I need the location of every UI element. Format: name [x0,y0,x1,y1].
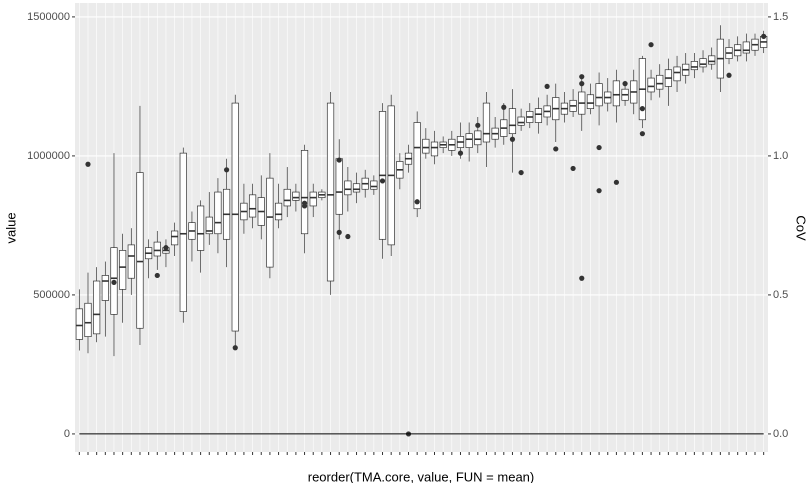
box [231,102,239,332]
outlier [579,74,585,80]
outlier [639,131,645,137]
box [508,108,517,135]
outlier [622,81,628,87]
outlier [336,157,342,163]
y-tick-label: 0 [64,428,70,440]
panel [75,3,768,452]
box [673,66,681,82]
y-axis-label: value [3,212,18,243]
box [214,191,222,235]
y2-tick-label: 0.5 [773,289,788,301]
box [422,138,430,154]
box [586,94,595,109]
box [119,250,127,290]
outlier [336,229,342,235]
box [300,149,309,235]
y2-tick-label: 1.5 [773,11,788,23]
outlier [518,169,524,176]
box [75,308,83,340]
outlier [163,245,169,251]
box [197,205,205,251]
box [274,202,283,221]
box [413,122,421,210]
outlier [639,106,645,112]
outlier [85,161,91,167]
box [292,191,300,201]
marks [75,25,768,437]
box [708,55,716,65]
outlier [301,203,308,209]
box [283,188,291,207]
box [344,180,352,196]
box [127,244,135,279]
outlier [232,345,238,351]
outlier [648,42,654,48]
box [474,130,482,146]
box [84,302,92,337]
y2-tick-label: 1.0 [773,150,788,162]
box [690,61,698,71]
y-tick-label: 1000000 [27,150,70,162]
outlier [509,136,516,142]
box [352,183,361,193]
outlier [111,279,117,286]
outlier [379,178,386,184]
box [205,216,213,235]
y2-tick-label: 0.0 [773,428,788,440]
outlier [579,81,585,87]
box [370,180,378,190]
outlier [345,233,351,240]
outlier [726,72,732,78]
y2-axis-label: CoV [794,215,809,241]
box [153,241,161,257]
box [136,172,144,329]
outlier [501,104,507,110]
box [517,116,525,126]
outlier [579,275,585,281]
box [326,102,335,282]
outlier [553,146,559,152]
outlier [154,272,160,279]
box [248,194,257,218]
y-tick-label: 500000 [33,289,70,301]
outlier [544,83,550,90]
outlier [596,188,602,194]
box [612,80,621,107]
box [465,133,473,148]
y-tick-label: 1500000 [27,11,70,23]
outlier [613,179,620,185]
box [742,41,750,54]
outlier [414,199,420,205]
outlier [223,167,230,173]
box [595,83,603,107]
grid [75,3,768,452]
box [534,108,543,123]
outlier [596,144,602,151]
box [482,102,491,143]
box [699,58,707,68]
box [179,152,187,312]
outlier [761,33,767,39]
box [101,275,109,301]
box [656,74,664,90]
box [335,158,343,215]
box [93,280,101,335]
box [430,141,439,157]
outlier [475,122,481,128]
outlier [570,165,576,172]
outlier [457,150,464,156]
box [309,191,317,207]
box [171,230,179,246]
x-axis-label: reorder(TMA.core, value, FUN = mean) [308,469,534,483]
box [647,77,655,93]
box [266,177,274,268]
